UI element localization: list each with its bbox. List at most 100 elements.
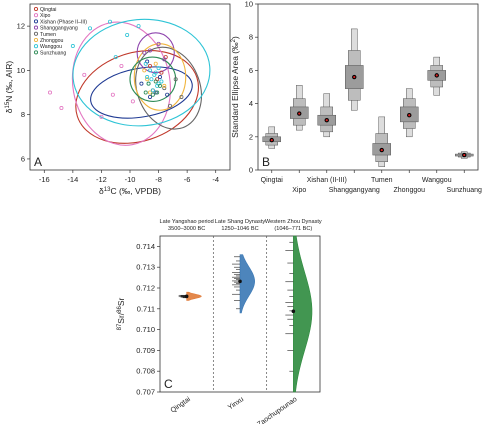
ellipse-7 [129,56,177,102]
point-7-4 [157,83,162,88]
b-ytick-label: 0 [249,166,253,175]
point-3-0 [147,48,152,53]
violin-mean-1 [238,279,242,284]
ellipse-6 [72,18,211,127]
panel-c-letter: C [164,377,173,391]
point-6-12 [70,44,75,49]
point-4-0 [167,103,172,108]
point-7-1 [155,90,160,95]
b-xtick-label: Shanggangyang [329,187,380,194]
a-ytick-label: 12 [17,22,25,31]
point-4-3 [179,94,184,99]
legend-label: Wanggou [40,44,62,50]
legend-label: Shanggangyang [40,26,78,32]
point-3-1 [156,41,161,46]
c-ytick-label: 0.710 [136,325,155,334]
point-3-2 [162,57,167,62]
panel-c-ylabel: 87Sr/86Sr [116,297,126,330]
panel-b-boxes [262,28,474,167]
point-1-3 [99,114,104,119]
c-ytick-label: 0.711 [137,304,155,313]
legend-marker-6 [33,44,39,49]
b-ytick-label: 2 [249,132,253,141]
point-5-1 [153,61,158,66]
panel-a-ellipses [71,18,211,146]
ellipse-0 [75,50,200,144]
point-4-1 [173,77,178,82]
a-ytick-label: 10 [17,66,25,75]
violin-0 [186,291,202,301]
b-ytick-label: 4 [249,99,253,108]
point-2-5 [153,90,158,95]
point-7-5 [153,79,158,84]
point-3-3 [142,50,147,55]
c-ytick-label: 0.714 [136,242,155,251]
c-ytick-label: 0.712 [136,284,155,293]
b-xtick-label: Xishan (II-III) [307,177,347,184]
legend-marker-2 [33,19,39,24]
point-4-2 [162,86,167,91]
a-ytick-label: 8 [21,110,25,119]
a-xtick-label: -10 [125,175,136,184]
violin-2 [293,235,313,393]
b-xtick-label: Wanggou [422,177,452,184]
panel-a-points [48,19,184,119]
legend-label: Qingtai [40,7,56,13]
point-6-6 [150,88,155,93]
legend-label: Zhonggou [40,38,63,44]
point-6-16 [113,55,118,60]
point-1-6 [110,92,115,97]
ellipse-4 [135,46,202,130]
sea-mean-0 [270,139,273,142]
b-ytick-label: 8 [249,33,253,42]
b-xtick-label: Qingtai [261,177,284,184]
point-7-2 [150,92,155,97]
panel-a-ticks: -16 -14 -12 -10 -8 -6 -4 6 8 10 12 [17,22,219,184]
point-6-8 [147,68,152,73]
point-7-0 [146,81,151,86]
point-6-14 [125,32,130,37]
sea-mean-5 [408,114,411,117]
sea-mean-2 [325,119,328,122]
period-label: Late Yangshao period [160,219,214,225]
c-ytick-label: 0.707 [136,388,155,397]
legend-marker-4 [33,31,39,36]
legend-marker-1 [33,13,39,18]
sea-mean-7 [463,153,466,157]
sea-mean-3 [353,75,356,79]
violin-mean-0 [184,294,189,299]
c-ytick-label: 0.713 [136,263,155,272]
legend-marker-3 [33,25,39,30]
point-2-0 [139,81,144,86]
c-xtick-label: Zaochupounao [256,396,298,424]
point-2-2 [157,75,162,80]
a-xtick-label: -8 [155,175,162,184]
point-6-13 [108,19,113,24]
point-6-3 [149,77,154,82]
a-xtick-label: -6 [184,175,191,184]
legend-marker-0 [33,6,39,12]
c-xtick-label: Yinxu [227,396,245,412]
b-ytick-label: 6 [249,66,253,75]
point-1-2 [82,72,87,77]
violin-mean-2 [291,309,296,314]
a-ytick-label: 6 [21,154,25,163]
ellipse-1 [71,21,172,146]
point-1-5 [130,99,135,104]
point-6-2 [156,66,161,71]
panel-c-violins [178,235,313,393]
point-0-2 [159,70,164,75]
period-label: Late Shang Dynasty [215,219,266,225]
a-xtick-label: -12 [96,175,107,184]
c-xtick-label: Qingtai [170,396,193,415]
panel-a-scatter: -16 -14 -12 -10 -8 -6 -4 6 8 10 12 QingtaiXipoXish… [4,3,231,196]
point-6-5 [159,79,164,84]
sea-mean-6 [435,74,438,77]
panel-b-ylabel: Standard Ellipse Area (‰2) [230,36,240,138]
point-1-4 [119,63,124,68]
a-xtick-label: -16 [39,175,50,184]
legend-label: Sunzhuang [40,50,66,56]
